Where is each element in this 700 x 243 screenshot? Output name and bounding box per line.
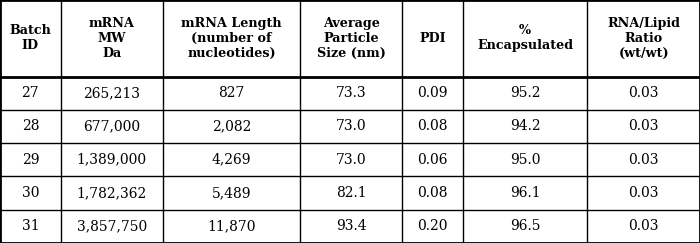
Text: Average
Particle
Size (nm): Average Particle Size (nm) xyxy=(316,17,386,60)
Text: 677,000: 677,000 xyxy=(83,120,141,133)
Text: 27: 27 xyxy=(22,86,39,100)
Text: 2,082: 2,082 xyxy=(212,120,251,133)
Text: 31: 31 xyxy=(22,219,39,233)
Text: 93.4: 93.4 xyxy=(336,219,366,233)
Text: 0.08: 0.08 xyxy=(417,186,448,200)
Text: 0.03: 0.03 xyxy=(629,153,659,167)
Text: 11,870: 11,870 xyxy=(207,219,256,233)
Text: 94.2: 94.2 xyxy=(510,120,540,133)
Text: 30: 30 xyxy=(22,186,39,200)
Text: 29: 29 xyxy=(22,153,39,167)
Text: 0.03: 0.03 xyxy=(629,186,659,200)
Text: 0.20: 0.20 xyxy=(417,219,448,233)
Text: 0.09: 0.09 xyxy=(417,86,448,100)
Text: 96.5: 96.5 xyxy=(510,219,540,233)
Text: PDI: PDI xyxy=(419,32,446,45)
Text: 73.0: 73.0 xyxy=(336,120,366,133)
Text: 0.03: 0.03 xyxy=(629,120,659,133)
Text: 73.3: 73.3 xyxy=(336,86,366,100)
Text: 28: 28 xyxy=(22,120,39,133)
Text: RNA/Lipid
Ratio
(wt/wt): RNA/Lipid Ratio (wt/wt) xyxy=(607,17,680,60)
Text: 0.03: 0.03 xyxy=(629,219,659,233)
Text: Batch
ID: Batch ID xyxy=(9,24,51,52)
Text: 0.06: 0.06 xyxy=(417,153,448,167)
Text: mRNA
MW
Da: mRNA MW Da xyxy=(89,17,135,60)
Text: 73.0: 73.0 xyxy=(336,153,366,167)
Text: 95.2: 95.2 xyxy=(510,86,540,100)
Text: 95.0: 95.0 xyxy=(510,153,540,167)
Text: 82.1: 82.1 xyxy=(336,186,366,200)
Text: mRNA Length
(number of
nucleotides): mRNA Length (number of nucleotides) xyxy=(181,17,282,60)
Text: 0.03: 0.03 xyxy=(629,86,659,100)
Text: 96.1: 96.1 xyxy=(510,186,540,200)
Text: 4,269: 4,269 xyxy=(211,153,251,167)
Text: %
Encapsulated: % Encapsulated xyxy=(477,24,573,52)
Text: 5,489: 5,489 xyxy=(211,186,251,200)
Text: 265,213: 265,213 xyxy=(83,86,141,100)
Text: 1,782,362: 1,782,362 xyxy=(77,186,147,200)
Text: 0.08: 0.08 xyxy=(417,120,448,133)
Text: 1,389,000: 1,389,000 xyxy=(77,153,147,167)
Text: 827: 827 xyxy=(218,86,245,100)
Text: 3,857,750: 3,857,750 xyxy=(77,219,147,233)
